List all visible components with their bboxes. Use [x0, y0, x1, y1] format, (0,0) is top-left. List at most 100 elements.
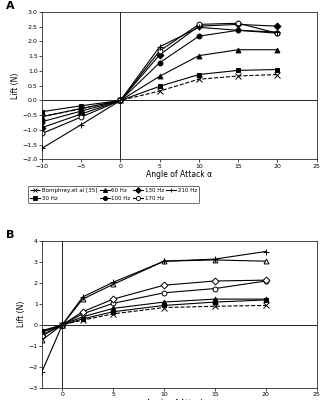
170 Hz: [276, 31, 279, 36]
130 Hz: [162, 283, 166, 288]
100 Hz: [236, 28, 240, 33]
210 Hz: [162, 259, 166, 264]
100 Hz: [111, 301, 115, 306]
30 Hz: [158, 84, 162, 89]
60 Hz: [162, 300, 166, 304]
210 Hz: [111, 280, 115, 285]
210 Hz: [40, 146, 44, 151]
Line: 130 Hz: 130 Hz: [39, 22, 280, 130]
Text: A: A: [6, 1, 15, 11]
130 Hz: [79, 112, 83, 116]
100 Hz: [79, 109, 83, 114]
Bomphrey,et al [35]: [119, 98, 122, 103]
100 Hz: [60, 322, 64, 327]
170 Hz: [40, 131, 44, 136]
210 Hz: [40, 369, 44, 374]
210 Hz: [79, 122, 83, 127]
60 Hz: [264, 297, 268, 302]
60 Hz: [276, 47, 279, 52]
170 Hz: [197, 22, 201, 27]
130 Hz: [81, 309, 85, 314]
Line: 60 Hz: 60 Hz: [39, 47, 280, 119]
130 Hz: [264, 278, 268, 282]
Line: 30 Hz: 30 Hz: [39, 298, 268, 333]
60 Hz: [79, 106, 83, 111]
170 Hz: [81, 297, 85, 302]
Line: 60 Hz: 60 Hz: [39, 297, 268, 335]
100 Hz: [40, 332, 44, 337]
100 Hz: [81, 312, 85, 316]
170 Hz: [60, 322, 64, 327]
Bomphrey,et al [35]: [197, 77, 201, 82]
60 Hz: [81, 314, 85, 319]
30 Hz: [81, 316, 85, 321]
130 Hz: [213, 278, 217, 283]
30 Hz: [162, 303, 166, 308]
210 Hz: [236, 28, 240, 33]
Line: 100 Hz: 100 Hz: [39, 28, 280, 124]
100 Hz: [158, 60, 162, 65]
Bomphrey,et al [35]: [81, 318, 85, 322]
Bomphrey,et al [35]: [111, 312, 115, 316]
Text: B: B: [6, 230, 15, 240]
Bomphrey,et al [35]: [79, 106, 83, 111]
130 Hz: [119, 98, 122, 103]
100 Hz: [119, 98, 122, 103]
130 Hz: [158, 52, 162, 57]
130 Hz: [40, 125, 44, 130]
100 Hz: [276, 31, 279, 36]
170 Hz: [119, 98, 122, 103]
Bomphrey,et al [35]: [236, 74, 240, 78]
Line: 130 Hz: 130 Hz: [39, 278, 268, 338]
Legend: Bomphrey,et al [35], 30 Hz, 60 Hz, 100 Hz, 130 Hz, 170 Hz, 210 Hz: Bomphrey,et al [35], 30 Hz, 60 Hz, 100 H…: [28, 186, 199, 203]
60 Hz: [60, 322, 64, 327]
Bomphrey,et al [35]: [158, 89, 162, 94]
170 Hz: [162, 259, 166, 264]
60 Hz: [40, 114, 44, 119]
60 Hz: [158, 74, 162, 79]
170 Hz: [40, 338, 44, 342]
Bomphrey,et al [35]: [162, 305, 166, 310]
Bomphrey,et al [35]: [40, 330, 44, 334]
Bomphrey,et al [35]: [213, 304, 217, 309]
60 Hz: [119, 98, 122, 103]
Bomphrey,et al [35]: [40, 114, 44, 119]
100 Hz: [197, 34, 201, 38]
170 Hz: [264, 259, 268, 264]
Line: 170 Hz: 170 Hz: [39, 21, 280, 136]
210 Hz: [81, 295, 85, 300]
100 Hz: [264, 278, 268, 283]
210 Hz: [276, 30, 279, 34]
170 Hz: [111, 282, 115, 287]
60 Hz: [111, 306, 115, 311]
Line: 210 Hz: 210 Hz: [38, 24, 281, 152]
Y-axis label: Lift (N): Lift (N): [11, 72, 20, 99]
130 Hz: [111, 297, 115, 302]
Bomphrey,et al [35]: [276, 72, 279, 77]
210 Hz: [213, 257, 217, 262]
Line: 170 Hz: 170 Hz: [39, 258, 268, 342]
Y-axis label: Lift (N): Lift (N): [17, 301, 26, 328]
30 Hz: [276, 67, 279, 72]
210 Hz: [119, 98, 122, 103]
60 Hz: [40, 330, 44, 334]
30 Hz: [60, 322, 64, 327]
30 Hz: [79, 103, 83, 108]
X-axis label: Angle of Attack α: Angle of Attack α: [146, 398, 212, 400]
210 Hz: [158, 44, 162, 49]
Bomphrey,et al [35]: [60, 322, 64, 327]
Line: 30 Hz: 30 Hz: [39, 67, 280, 114]
30 Hz: [111, 309, 115, 314]
Line: Bomphrey,et al [35]: Bomphrey,et al [35]: [39, 72, 280, 120]
130 Hz: [197, 24, 201, 28]
130 Hz: [40, 333, 44, 338]
30 Hz: [236, 68, 240, 73]
X-axis label: Angle of Attack α: Angle of Attack α: [146, 170, 212, 179]
130 Hz: [60, 322, 64, 327]
60 Hz: [236, 47, 240, 52]
130 Hz: [276, 24, 279, 28]
100 Hz: [213, 286, 217, 291]
30 Hz: [119, 98, 122, 103]
Line: 210 Hz: 210 Hz: [38, 248, 269, 375]
170 Hz: [79, 114, 83, 119]
